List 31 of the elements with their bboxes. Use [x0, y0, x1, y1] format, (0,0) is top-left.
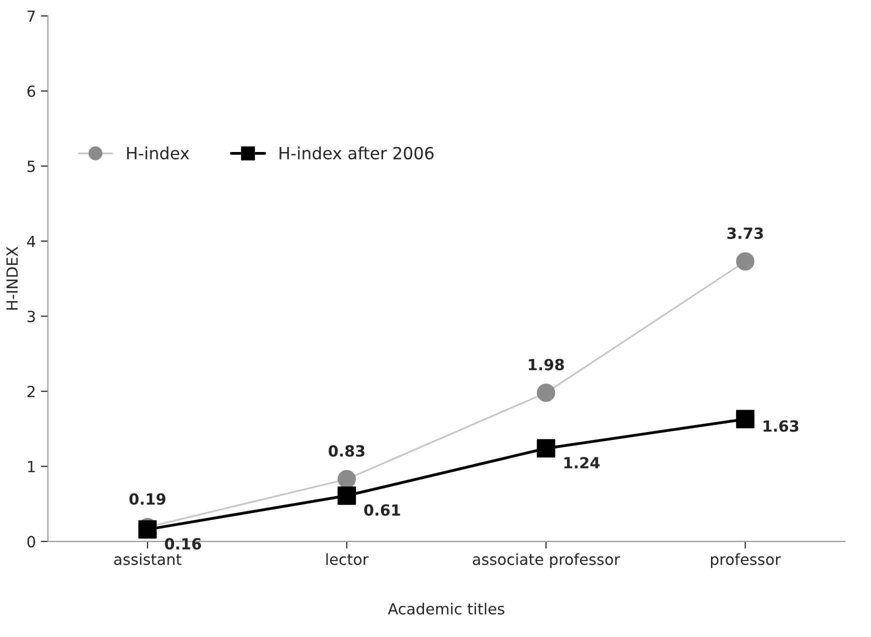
x-tick-label: lector	[326, 553, 369, 566]
point	[338, 486, 356, 505]
point	[338, 470, 356, 488]
x-axis-title: Academic titles	[388, 602, 504, 615]
x-tick-label: professor	[710, 553, 781, 568]
data-label: 3.73	[727, 227, 763, 240]
y-tick-label: 4	[27, 236, 36, 247]
x-tick-label: associate professor	[472, 553, 620, 568]
legend-label: H-index	[127, 146, 190, 160]
point	[138, 520, 157, 539]
legend-label: H-index after 2006	[280, 146, 434, 160]
point	[536, 384, 556, 402]
data-label: 1.63	[764, 420, 798, 432]
y-tick-label: 7	[28, 10, 35, 22]
data-label: 0.61	[364, 504, 400, 516]
x-tick-label: assistant	[114, 553, 182, 566]
y-tick-label: 3	[28, 310, 35, 322]
data-label: 1.98	[528, 358, 564, 370]
data-label: 1.24	[564, 456, 600, 468]
point	[736, 410, 754, 428]
data-label: 0.83	[328, 445, 364, 457]
data-label: 0.16	[164, 538, 202, 550]
y-tick-label: 1	[28, 461, 35, 472]
point	[736, 252, 754, 271]
y-axis-title: H-INDEX	[6, 246, 18, 310]
data-label: 0.19	[129, 493, 166, 505]
y-tick-label: 5	[28, 160, 35, 172]
y-tick-label: 0	[27, 536, 36, 548]
point	[536, 439, 556, 458]
y-tick-label: 2	[28, 386, 35, 398]
y-tick-label: 6	[27, 85, 36, 98]
